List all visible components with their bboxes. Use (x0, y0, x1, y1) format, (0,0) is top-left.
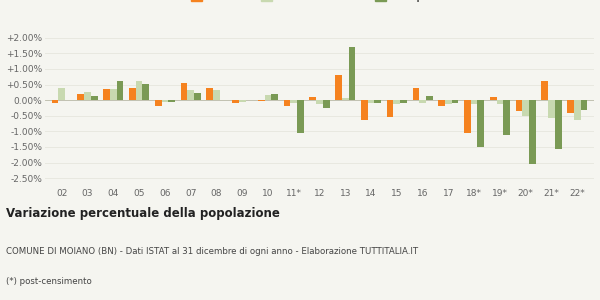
Text: (*) post-censimento: (*) post-censimento (6, 277, 92, 286)
Bar (323, 100, 329, 108)
Bar (464, 100, 471, 133)
Bar (239, 100, 245, 102)
Bar (129, 88, 136, 100)
Bar (567, 100, 574, 113)
Bar (168, 100, 175, 102)
Bar (284, 100, 290, 106)
Bar (84, 92, 91, 100)
Bar (503, 100, 510, 134)
Text: COMUNE DI MOIANO (BN) - Dati ISTAT al 31 dicembre di ogni anno - Elaborazione TU: COMUNE DI MOIANO (BN) - Dati ISTAT al 31… (6, 247, 418, 256)
Bar (523, 100, 529, 116)
Bar (136, 81, 142, 100)
Bar (181, 83, 187, 100)
Bar (497, 100, 503, 104)
Bar (290, 100, 297, 103)
Bar (515, 100, 523, 111)
Bar (439, 100, 445, 106)
Bar (258, 100, 265, 101)
Bar (490, 97, 497, 100)
Bar (445, 100, 452, 104)
Bar (541, 81, 548, 100)
Bar (452, 100, 458, 103)
Bar (161, 100, 168, 102)
Bar (361, 100, 368, 121)
Bar (91, 95, 98, 100)
Text: Variazione percentuale della popolazione: Variazione percentuale della popolazione (6, 208, 280, 220)
Bar (374, 100, 381, 103)
Bar (265, 94, 271, 100)
Bar (335, 75, 342, 100)
Bar (297, 100, 304, 133)
Bar (187, 90, 194, 100)
Bar (529, 100, 536, 164)
Bar (413, 88, 419, 100)
Bar (400, 100, 407, 103)
Bar (116, 81, 124, 100)
Bar (387, 100, 394, 117)
Bar (110, 89, 116, 100)
Bar (142, 84, 149, 100)
Bar (155, 100, 161, 106)
Bar (394, 100, 400, 104)
Bar (368, 100, 374, 103)
Bar (581, 100, 587, 110)
Bar (213, 90, 220, 100)
Bar (52, 100, 58, 103)
Bar (426, 96, 433, 100)
Bar (471, 100, 478, 104)
Bar (206, 88, 213, 100)
Bar (574, 100, 581, 120)
Bar (232, 100, 239, 103)
Legend: Moiano, Provincia di BN, Campania: Moiano, Provincia di BN, Campania (188, 0, 451, 4)
Bar (419, 100, 426, 103)
Bar (548, 100, 555, 118)
Bar (555, 100, 562, 148)
Bar (349, 47, 355, 100)
Bar (77, 94, 84, 100)
Bar (271, 94, 278, 100)
Bar (316, 100, 323, 104)
Bar (310, 97, 316, 100)
Bar (58, 88, 65, 100)
Bar (478, 100, 484, 147)
Bar (342, 98, 349, 100)
Bar (103, 89, 110, 100)
Bar (194, 93, 200, 100)
